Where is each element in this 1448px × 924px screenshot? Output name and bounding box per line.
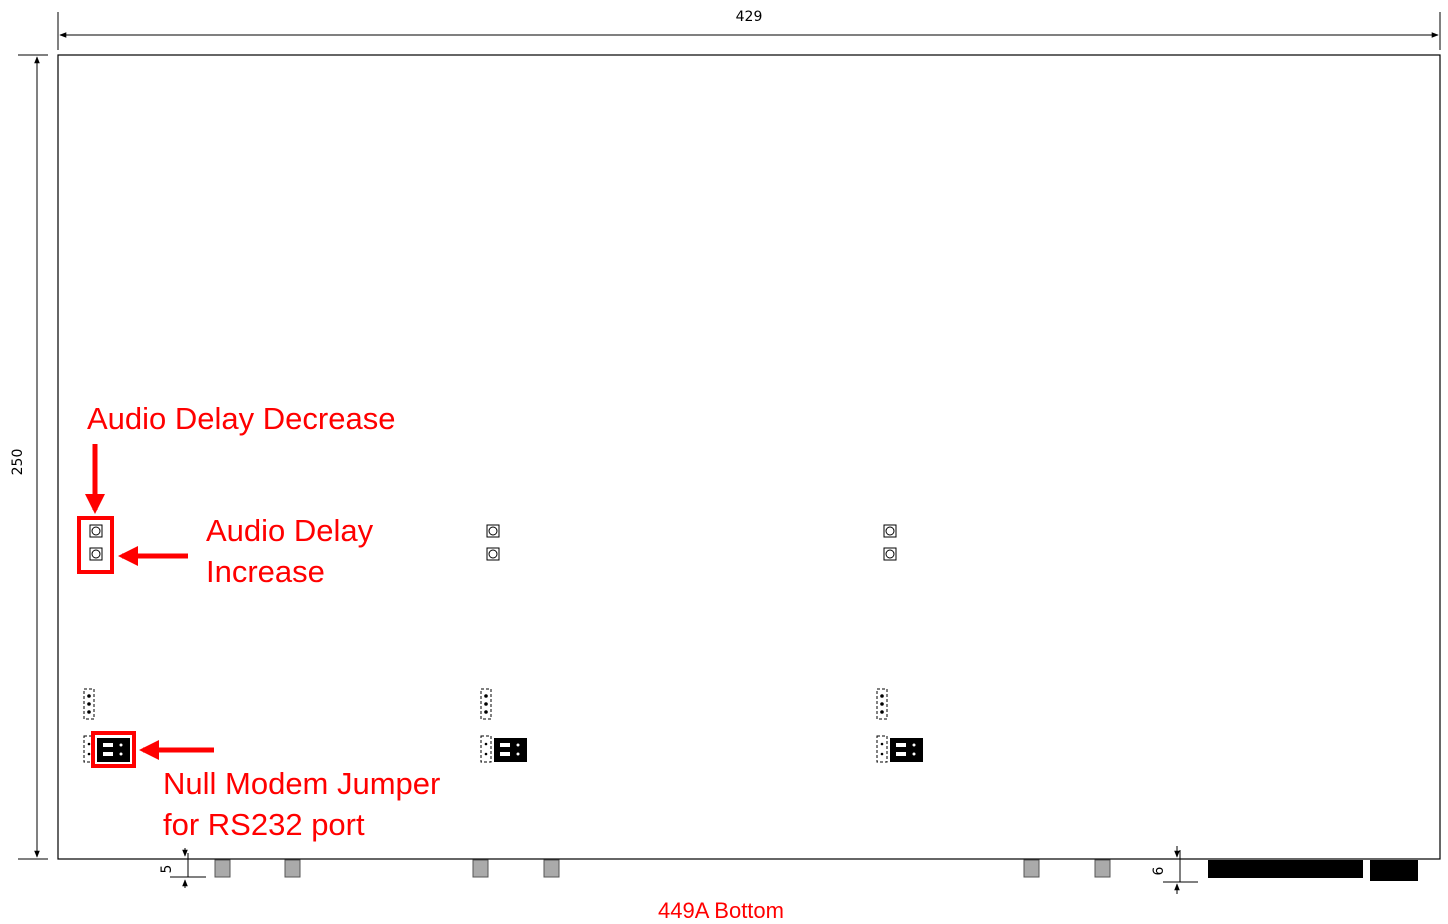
null-modem-label-line1: Null Modem Jumper: [163, 766, 440, 801]
button-pair-3: [883, 524, 897, 561]
left-offset-label: 5: [159, 865, 175, 874]
pin-header-upper-3: [876, 688, 888, 720]
width-dimension: 429: [57, 9, 1441, 50]
audio-delay-increase-label-line2: Increase: [206, 554, 325, 589]
button-pair-2: [486, 524, 500, 561]
chassis-feet: [214, 859, 1111, 878]
foot: [1094, 859, 1111, 878]
rear-connector-bar: [1208, 860, 1363, 878]
foot: [284, 859, 301, 878]
audio-delay-increase-label-line1: Audio Delay: [206, 513, 374, 548]
left-offset-dimension: 5: [159, 848, 206, 888]
foot: [1023, 859, 1040, 878]
audio-buttons-highlight: [77, 516, 114, 574]
button-pair-1: [89, 524, 103, 561]
foot: [472, 859, 489, 878]
pin-header-upper-2: [480, 688, 492, 720]
right-offset-dimension: 6: [1151, 846, 1198, 894]
jumper-highlight: [91, 731, 136, 768]
jumper-block-1: [83, 735, 130, 763]
audio-delay-annotation: Audio Delay Decrease Audio Delay Increas…: [77, 401, 395, 589]
foot: [214, 859, 231, 878]
right-offset-label: 6: [1151, 866, 1167, 875]
audio-delay-decrease-label: Audio Delay Decrease: [87, 401, 395, 436]
rear-connector-block: [1370, 860, 1418, 881]
jumper-block-2: [480, 735, 527, 763]
jumper-block-3: [876, 735, 923, 763]
drawing-caption: 449A Bottom: [658, 898, 784, 923]
chassis-outline: [57, 54, 1441, 860]
width-label: 429: [736, 9, 763, 25]
null-modem-annotation: Null Modem Jumper for RS232 port: [91, 731, 440, 842]
height-dimension: 250: [10, 54, 48, 860]
foot: [543, 859, 560, 878]
null-modem-label-line2: for RS232 port: [163, 807, 365, 842]
pin-header-upper-1: [83, 688, 95, 720]
height-label: 250: [10, 449, 26, 476]
